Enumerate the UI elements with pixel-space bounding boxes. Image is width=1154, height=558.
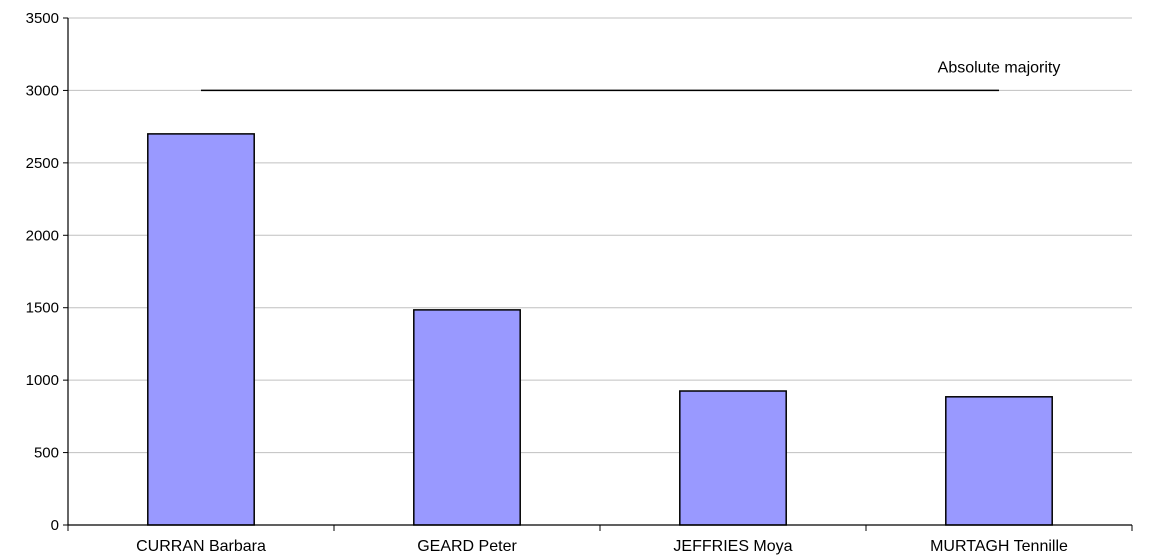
absolute-majority-label: Absolute majority: [938, 59, 1061, 76]
axes: [63, 17, 1133, 531]
y-tick-label: 3000: [26, 82, 59, 99]
y-tick-label: 1500: [26, 300, 59, 317]
bar: [413, 309, 521, 526]
y-tick-label: 3500: [26, 10, 59, 27]
bar: [679, 390, 787, 526]
bar: [945, 396, 1053, 526]
x-category-label: JEFFRIES Moya: [673, 538, 792, 555]
bars: [147, 133, 1053, 526]
y-tick-label: 0: [51, 517, 59, 534]
y-tick-label: 2000: [26, 227, 59, 244]
x-category-label: CURRAN Barbara: [136, 538, 266, 555]
bar: [147, 133, 255, 526]
y-tick-label: 500: [34, 445, 59, 462]
y-tick-label: 2500: [26, 155, 59, 172]
y-tick-label: 1000: [26, 372, 59, 389]
absolute-majority-line-group: Absolute majority: [201, 59, 1061, 92]
axis-labels: 0 500 1000 1500 2000 2500 3000 3500 CURRAN Barba…: [26, 10, 1068, 555]
x-category-label: GEARD Peter: [417, 538, 517, 555]
x-category-label: MURTAGH Tennille: [930, 538, 1068, 555]
